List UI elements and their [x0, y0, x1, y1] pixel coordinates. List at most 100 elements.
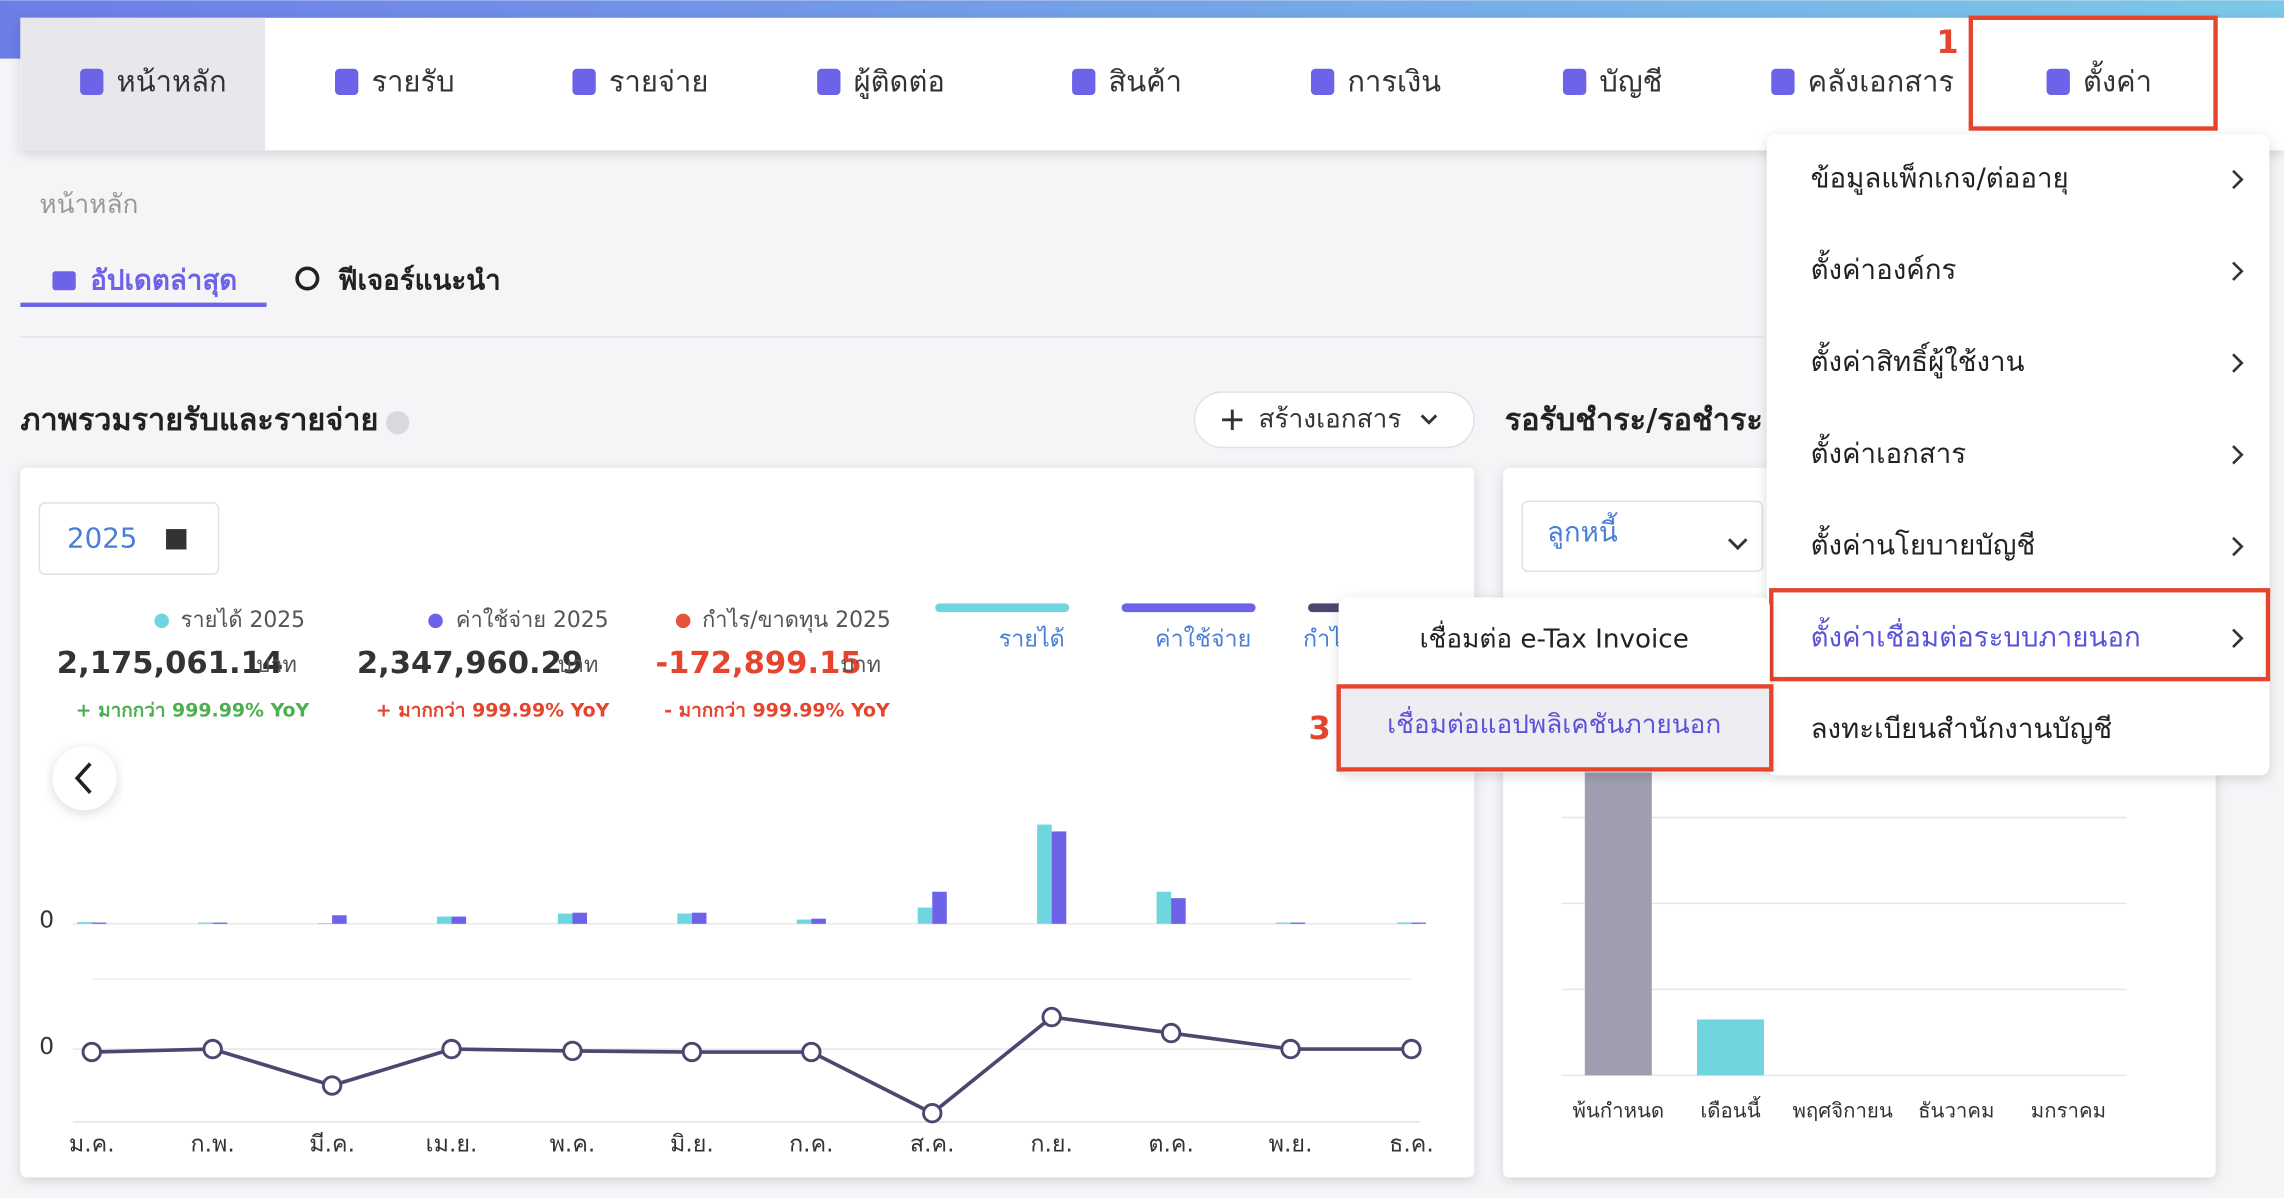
point: [83, 1043, 100, 1060]
menu-item[interactable]: ลงทะเบียนสำนักงานบัญชี: [1811, 712, 2113, 745]
nav-icon: [1563, 69, 1586, 95]
bar: [92, 923, 107, 924]
nav-icon: [1771, 69, 1794, 95]
menu-item[interactable]: ข้อมูลแพ็กเกจ/ต่ออายุ: [1811, 160, 2069, 195]
bar: [572, 913, 587, 924]
point: [204, 1040, 221, 1057]
nav-item: คลังเอกสาร: [1808, 64, 1954, 98]
menu-item[interactable]: ตั้งค่าเชื่อมต่อระบบภายนอก: [1811, 617, 2141, 653]
bar: [77, 922, 92, 924]
x-tick-label: ธันวาคม: [1918, 1099, 1994, 1123]
bar: [1171, 898, 1186, 924]
bar: [437, 917, 452, 924]
nav-icon: [80, 69, 103, 95]
point: [564, 1042, 581, 1059]
nav-item: ผู้ติดต่อ: [854, 64, 945, 99]
stat-unit: บาท: [256, 653, 297, 678]
nav-icon: [1311, 69, 1334, 95]
menu-item[interactable]: ตั้งค่าองค์กร: [1811, 250, 1957, 286]
menu-item[interactable]: ตั้งค่านโยบายบัญชี: [1811, 526, 2036, 562]
nav-item: การเงิน: [1347, 64, 1441, 98]
x-tick-label: ก.ค.: [789, 1131, 834, 1158]
stat-unit: บาท: [558, 653, 599, 678]
bar: [1052, 831, 1067, 923]
tab-icon: [52, 271, 75, 290]
bar: [1411, 923, 1426, 924]
nav-item: หน้าหลัก: [117, 64, 227, 98]
bar: [1397, 922, 1412, 923]
y-tick-label: 0: [39, 906, 54, 933]
bar: [1037, 825, 1052, 924]
x-tick-label: ต.ค.: [1148, 1131, 1194, 1158]
submenu-item: เชื่อมต่อ e-Tax Invoice: [1420, 620, 1689, 654]
stat-dot: [676, 614, 691, 629]
nav-item: รายรับ: [371, 64, 454, 98]
stat-change: + มากกว่า 999.99% YoY: [76, 700, 310, 722]
x-tick-label: ก.ย.: [1030, 1131, 1073, 1158]
nav-item: ตั้งค่า: [2083, 60, 2152, 98]
bar: [213, 923, 228, 924]
stat-dot: [154, 614, 169, 629]
tab: ฟีเจอร์แนะนำ: [338, 263, 501, 296]
point: [924, 1104, 941, 1121]
nav-icon: [817, 69, 840, 95]
nav-item: บัญชี: [1599, 64, 1662, 98]
point: [1162, 1024, 1179, 1041]
overview-card: [20, 468, 1474, 1177]
bar: [332, 915, 347, 924]
section-title: รอรับชำระ/รอชำระ: [1505, 403, 1763, 438]
legend-label: ค่าใช้จ่าย: [1155, 625, 1251, 652]
x-tick-label: ส.ค.: [910, 1131, 955, 1158]
point: [683, 1043, 700, 1060]
bar: [811, 919, 826, 924]
breadcrumb: หน้าหลัก: [39, 190, 138, 220]
x-tick-label: มกราคม: [2031, 1099, 2106, 1123]
x-tick-label: ธ.ค.: [1389, 1131, 1434, 1158]
stat-dot: [428, 614, 443, 629]
point: [323, 1077, 340, 1094]
point: [1043, 1008, 1060, 1025]
prev-button[interactable]: [52, 746, 116, 810]
stat-unit: บาท: [840, 653, 881, 678]
x-tick-label: ม.ค.: [69, 1131, 115, 1158]
x-tick-label: มิ.ย.: [670, 1131, 714, 1158]
stat-label: ค่าใช้จ่าย 2025: [456, 607, 609, 633]
nav-icon: [572, 69, 595, 95]
stat-value: 2,175,061.14: [57, 646, 283, 681]
bar: [932, 892, 947, 924]
x-tick-label: พฤศจิกายน: [1792, 1099, 1892, 1123]
filter: ลูกหนี้: [1547, 512, 1618, 549]
submenu-item: เชื่อมต่อแอปพลิเคชันภายนอก: [1387, 706, 1721, 740]
button-plus: สร้างเอกสาร: [1259, 404, 1402, 434]
point: [443, 1040, 460, 1057]
bar: [1157, 892, 1172, 924]
bar: [797, 920, 812, 924]
stat-label: กำไร/ขาดทุน 2025: [702, 607, 891, 633]
nav-item: รายจ่าย: [609, 64, 709, 98]
tab: อัปเดตล่าสุด: [90, 263, 237, 297]
x-tick-label: เม.ย.: [426, 1131, 478, 1158]
nav-item: สินค้า: [1108, 64, 1182, 98]
menu-item[interactable]: ตั้งค่าเอกสาร: [1811, 434, 1967, 470]
x-tick-label: มี.ค.: [309, 1131, 355, 1158]
nav-icon: [1072, 69, 1095, 95]
bar: [1276, 923, 1291, 924]
x-tick-label: พ.ค.: [550, 1131, 596, 1158]
stat-change: + มากกว่า 999.99% YoY: [376, 700, 610, 722]
help-icon: [386, 411, 409, 434]
bar: [452, 917, 467, 924]
stat-label: รายได้ 2025: [181, 607, 305, 633]
bar: [558, 914, 573, 924]
nav-icon: [335, 69, 358, 95]
bar: [918, 908, 933, 924]
bar: [1697, 1019, 1764, 1075]
x-tick-label: พ้นกำหนด: [1572, 1099, 1664, 1123]
point: [1403, 1040, 1420, 1057]
bar: [318, 923, 333, 924]
menu-item[interactable]: ตั้งค่าสิทธิ์ผู้ใช้งาน: [1811, 341, 2025, 379]
section-title: ภาพรวมรายรับและรายจ่าย: [20, 403, 378, 438]
year: 2025: [67, 521, 137, 554]
y-tick-label: 0: [39, 1033, 54, 1060]
